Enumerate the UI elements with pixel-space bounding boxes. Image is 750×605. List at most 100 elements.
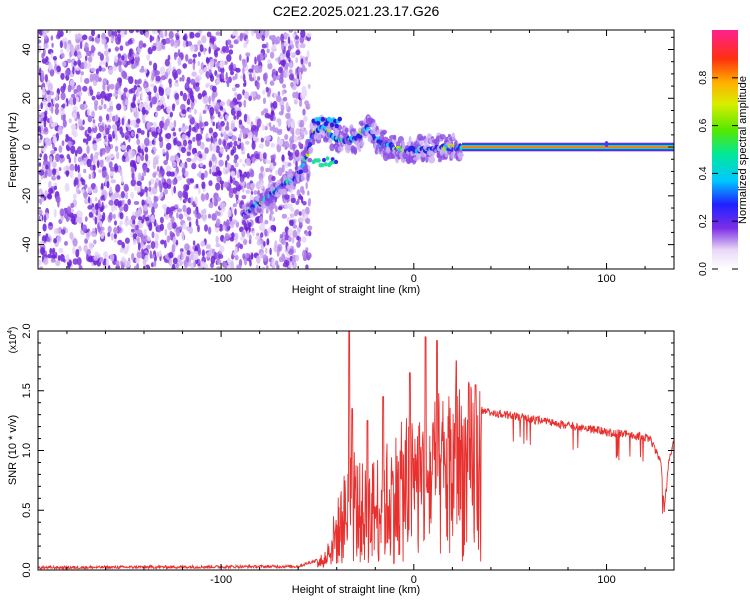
- noise-blob: [151, 206, 155, 215]
- noise-blob: [91, 233, 97, 238]
- noise-blob: [159, 223, 164, 231]
- noise-blob: [208, 213, 211, 219]
- noise-blob: [103, 50, 109, 56]
- noise-blob: [278, 111, 284, 116]
- noise-blob: [39, 215, 43, 223]
- noise-blob: [174, 92, 180, 100]
- noise-blob: [98, 169, 102, 174]
- noise-blob: [300, 91, 306, 100]
- noise-blob: [59, 154, 64, 159]
- noise-blob: [148, 186, 152, 192]
- noise-blob: [134, 224, 139, 231]
- noise-blob: [108, 161, 113, 169]
- noise-blob: [59, 40, 64, 49]
- noise-blob: [136, 155, 141, 163]
- noise-blob: [242, 82, 247, 87]
- noise-blob: [155, 75, 161, 82]
- noise-blob: [113, 213, 116, 220]
- noise-blob: [224, 125, 230, 131]
- noise-blob: [250, 190, 254, 196]
- noise-blob: [132, 233, 138, 239]
- snr-unit-label: (x104): [7, 327, 19, 354]
- noise-blob: [239, 177, 244, 183]
- noise-blob: [54, 185, 57, 191]
- noise-blob: [107, 30, 114, 37]
- noise-blob: [199, 112, 202, 122]
- noise-blob: [72, 66, 75, 75]
- noise-blob: [182, 40, 187, 48]
- noise-blob: [99, 220, 103, 228]
- noise-blob: [70, 145, 76, 155]
- noise-blob: [168, 30, 174, 40]
- noise-blob: [235, 221, 240, 228]
- noise-blob: [298, 211, 303, 216]
- noise-blob: [288, 236, 292, 243]
- noise-blob: [42, 223, 47, 232]
- noise-blob: [197, 247, 202, 256]
- ridge-halo: [450, 151, 456, 160]
- noise-blob: [248, 95, 253, 102]
- ridge-halo: [344, 143, 352, 152]
- y-tick-label: 2.0: [21, 323, 33, 338]
- noise-blob: [87, 115, 93, 123]
- noise-blob: [163, 102, 167, 109]
- noise-blob: [269, 126, 274, 131]
- noise-blob: [231, 232, 235, 239]
- noise-blob: [228, 64, 233, 72]
- noise-blob: [247, 131, 253, 140]
- noise-blob: [191, 71, 197, 77]
- noise-blob: [90, 67, 96, 73]
- noise-blob: [108, 48, 111, 53]
- noise-blob: [103, 204, 108, 209]
- noise-blob: [305, 231, 309, 237]
- noise-blob: [183, 259, 188, 266]
- noise-blob: [296, 198, 300, 204]
- noise-blob: [249, 194, 254, 202]
- noise-blob: [71, 215, 76, 225]
- noise-blob: [211, 115, 215, 120]
- noise-blob: [198, 187, 201, 195]
- noise-blob: [250, 183, 256, 189]
- noise-blob: [113, 233, 117, 240]
- noise-blob: [259, 224, 263, 231]
- noise-blob: [295, 49, 301, 56]
- noise-blob: [65, 170, 69, 178]
- noise-blob: [266, 48, 270, 54]
- noise-blob: [182, 35, 187, 41]
- noise-blob: [293, 248, 296, 254]
- noise-blob: [74, 163, 78, 172]
- noise-blob: [212, 144, 217, 153]
- noise-blob: [192, 62, 196, 71]
- noise-blob: [216, 218, 221, 227]
- ridge-halo: [337, 145, 344, 152]
- noise-blob: [234, 254, 239, 261]
- noise-blob: [119, 169, 123, 177]
- noise-blob: [96, 134, 100, 139]
- y-tick-label: -20: [21, 188, 33, 204]
- snr-series-line: [38, 331, 674, 570]
- noise-blob: [108, 111, 113, 119]
- noise-blob: [153, 156, 159, 165]
- noise-blob: [289, 62, 293, 69]
- noise-blob: [218, 159, 224, 167]
- noise-blob: [150, 241, 156, 249]
- noise-blob: [231, 87, 237, 92]
- noise-blob: [215, 243, 221, 248]
- noise-blob: [232, 187, 237, 195]
- noise-blob: [272, 124, 276, 133]
- ridge-core: [316, 120, 321, 126]
- noise-blob: [144, 137, 150, 147]
- noise-blob: [206, 31, 212, 38]
- noise-blob: [219, 146, 224, 154]
- noise-blob: [220, 66, 225, 74]
- noise-blob: [162, 182, 169, 190]
- noise-blob: [82, 119, 85, 125]
- noise-blob: [63, 258, 66, 263]
- noise-blob: [255, 264, 259, 269]
- noise-blob: [54, 103, 60, 109]
- noise-blob: [279, 77, 284, 84]
- noise-blob: [255, 255, 261, 264]
- noise-blob: [232, 76, 236, 81]
- noise-blob: [202, 110, 207, 114]
- ridge-halo: [311, 139, 316, 145]
